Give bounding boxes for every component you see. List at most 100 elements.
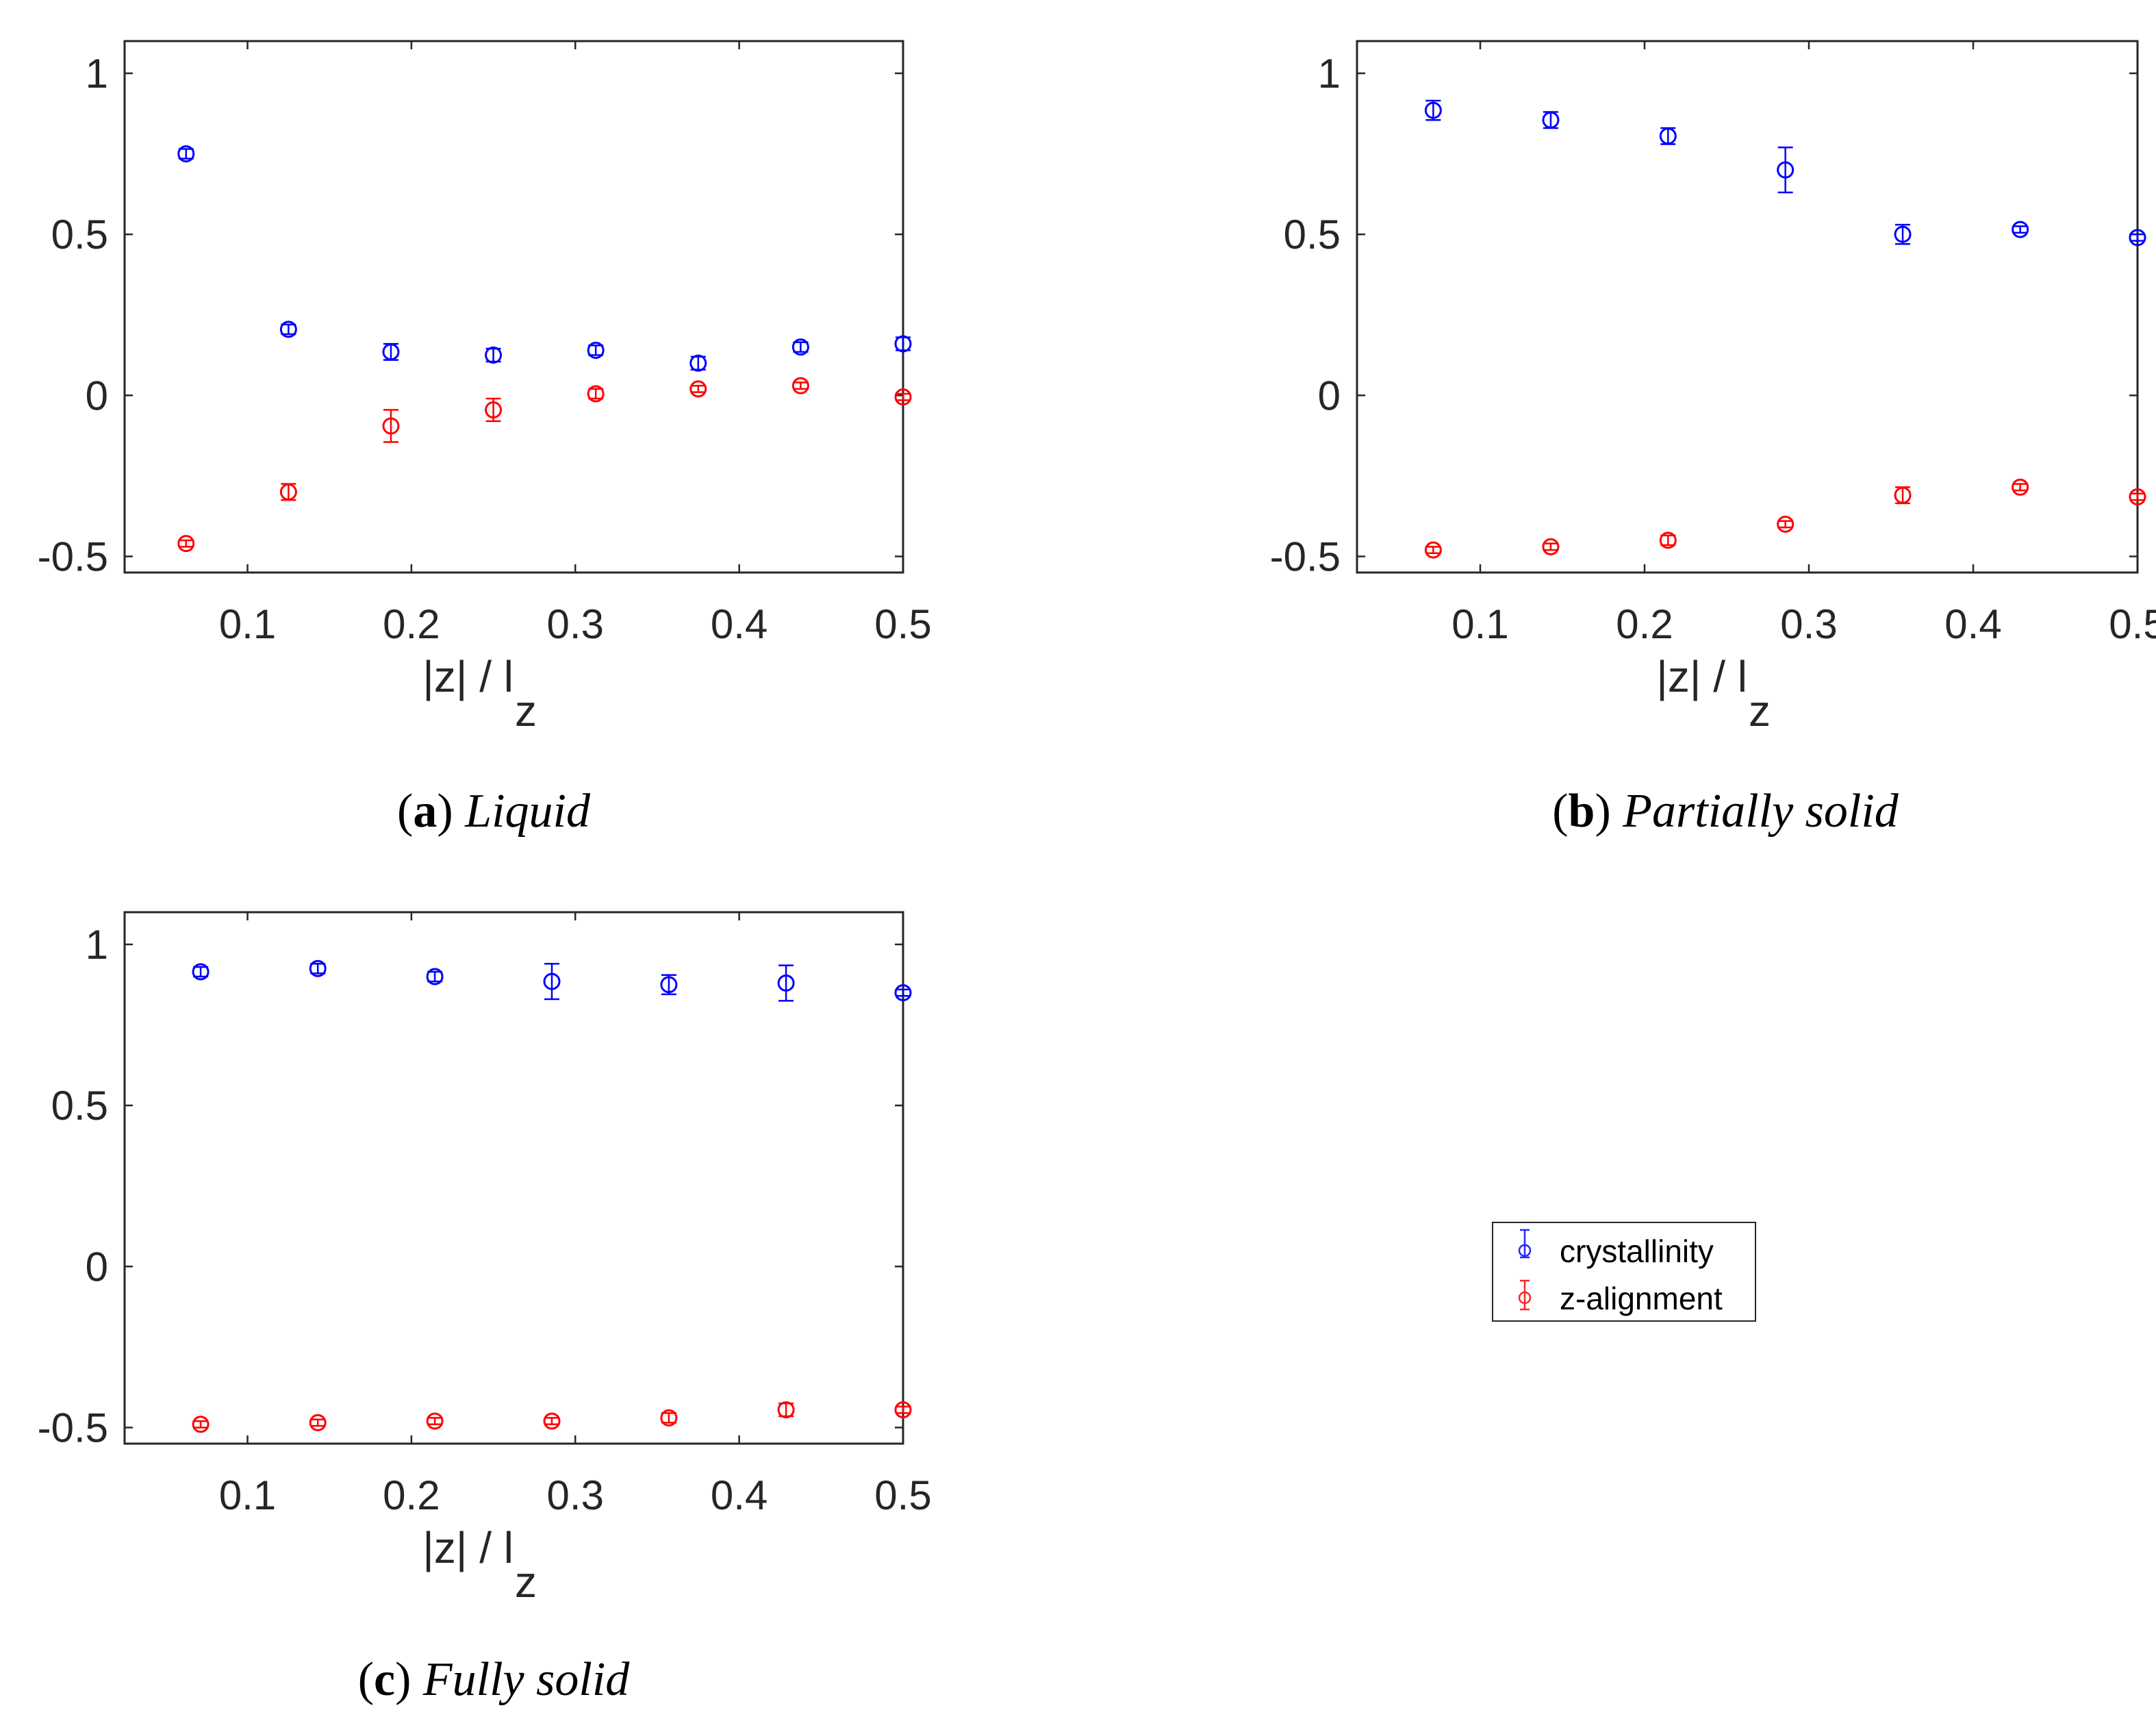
point-b-crystallinity-1 xyxy=(1542,111,1560,129)
marker-c-z-alignment-3 xyxy=(543,1412,561,1430)
point-a-z-alignment-2 xyxy=(382,409,400,443)
xtick-label-c-1: 0.2 xyxy=(383,1472,440,1518)
ytick-label-a-0: -0.5 xyxy=(38,533,108,579)
marker-a-z-alignment-4 xyxy=(587,385,605,403)
marker-c-z-alignment-5 xyxy=(777,1401,795,1419)
point-c-crystallinity-1 xyxy=(309,959,327,977)
point-c-z-alignment-4 xyxy=(660,1409,678,1427)
panel-c: 0.1 0.2 0.3 0.4 0.5 -0.5 0 0.5 1 |z| / l z (c) F… xyxy=(38,911,932,1706)
marker-c-crystallinity-5 xyxy=(777,974,795,992)
marker-a-crystallinity-5 xyxy=(689,354,707,372)
marker-c-crystallinity-2 xyxy=(426,968,444,985)
point-c-z-alignment-1 xyxy=(309,1413,327,1431)
legend-item-crystallinity: crystallinity xyxy=(1518,1229,1714,1269)
marker-a-crystallinity-2 xyxy=(382,343,400,361)
xtick-label-c-0: 0.1 xyxy=(219,1472,276,1518)
marker-b-z-alignment-6 xyxy=(2129,488,2146,505)
point-c-crystallinity-0 xyxy=(192,963,210,981)
marker-b-z-alignment-4 xyxy=(1894,486,1912,504)
point-c-z-alignment-0 xyxy=(192,1416,210,1433)
marker-c-crystallinity-0 xyxy=(192,963,210,981)
legend-box xyxy=(1492,1222,1756,1322)
xtick-label-a-1: 0.2 xyxy=(383,601,440,647)
legend-label-crystallinity: crystallinity xyxy=(1560,1233,1714,1269)
marker-b-crystallinity-5 xyxy=(2012,221,2029,238)
marker-a-z-alignment-0 xyxy=(177,535,195,553)
point-a-z-alignment-5 xyxy=(689,380,707,398)
caption-letter-b: b xyxy=(1569,785,1595,838)
point-b-z-alignment-3 xyxy=(1777,515,1794,533)
xtick-label-c-2: 0.3 xyxy=(547,1472,604,1518)
marker-a-crystallinity-0 xyxy=(177,145,195,163)
point-a-crystallinity-7 xyxy=(894,335,912,353)
ytick-label-b-3: 1 xyxy=(1318,51,1341,97)
caption-c: (c) Fully solid xyxy=(358,1653,631,1706)
ytick-label-a-1: 0 xyxy=(86,373,108,418)
ytick-label-c-3: 1 xyxy=(86,922,108,968)
xtick-label-c-3: 0.4 xyxy=(711,1472,768,1518)
point-a-z-alignment-0 xyxy=(177,535,195,553)
marker-a-z-alignment-2 xyxy=(382,417,400,435)
marker-b-crystallinity-1 xyxy=(1542,111,1560,129)
ytick-label-c-2: 0.5 xyxy=(51,1083,108,1129)
marker-a-z-alignment-6 xyxy=(791,377,809,394)
point-a-z-alignment-4 xyxy=(587,385,605,403)
marker-a-crystallinity-4 xyxy=(587,341,605,359)
point-c-z-alignment-3 xyxy=(543,1412,561,1430)
marker-a-crystallinity-6 xyxy=(791,338,809,356)
caption-title-c: Fully solid xyxy=(422,1653,630,1706)
xlabel-sub-c: z xyxy=(515,1557,537,1607)
point-a-z-alignment-3 xyxy=(485,397,503,423)
point-a-crystallinity-6 xyxy=(791,338,809,356)
point-b-crystallinity-6 xyxy=(2129,229,2146,247)
ytick-label-a-3: 1 xyxy=(86,51,108,97)
ytick-label-b-1: 0 xyxy=(1318,373,1341,418)
marker-c-z-alignment-4 xyxy=(660,1409,678,1427)
marker-c-crystallinity-3 xyxy=(543,972,561,990)
caption-title-a: Liquid xyxy=(464,785,591,838)
marker-a-crystallinity-7 xyxy=(894,335,912,353)
point-a-crystallinity-2 xyxy=(382,342,400,361)
caption-title-b: Partially solid xyxy=(1622,785,1899,838)
legend-marker-z-alignment xyxy=(1518,1279,1532,1311)
point-c-crystallinity-6 xyxy=(894,984,912,1002)
marker-b-z-alignment-3 xyxy=(1777,515,1794,533)
point-a-crystallinity-5 xyxy=(689,354,707,372)
xtick-label-a-3: 0.4 xyxy=(711,601,768,647)
xtick-label-b-3: 0.4 xyxy=(1944,601,2001,647)
marker-c-z-alignment-0 xyxy=(192,1416,210,1433)
point-b-z-alignment-6 xyxy=(2129,488,2146,505)
marker-a-crystallinity-1 xyxy=(279,321,297,338)
marker-c-z-alignment-1 xyxy=(309,1413,327,1431)
caption-b: (b) Partially solid xyxy=(1552,785,1899,838)
marker-a-z-alignment-5 xyxy=(689,380,707,398)
point-c-z-alignment-6 xyxy=(894,1401,912,1419)
marker-b-z-alignment-5 xyxy=(2012,478,2029,496)
xtick-label-b-2: 0.3 xyxy=(1780,601,1837,647)
point-b-z-alignment-1 xyxy=(1542,538,1560,555)
point-a-crystallinity-3 xyxy=(485,347,503,364)
marker-c-crystallinity-4 xyxy=(660,976,678,994)
caption-a: (a) Liquid xyxy=(397,785,591,838)
caption-letter-c: c xyxy=(374,1653,395,1706)
marker-a-crystallinity-3 xyxy=(485,347,503,364)
point-b-z-alignment-2 xyxy=(1659,531,1677,549)
legend-label-z-alignment: z-alignment xyxy=(1560,1281,1723,1316)
marker-c-crystallinity-1 xyxy=(309,959,327,977)
marker-b-z-alignment-1 xyxy=(1542,538,1560,555)
xlabel-a: |z| / l xyxy=(422,652,513,701)
point-c-crystallinity-5 xyxy=(777,964,795,1002)
point-b-z-alignment-0 xyxy=(1424,541,1442,559)
panel-a: 0.1 0.2 0.3 0.4 0.5 -0.5 0 0.5 1 |z| / l z (a) L… xyxy=(38,40,932,838)
xtick-label-b-0: 0.1 xyxy=(1451,601,1508,647)
xlabel-b: |z| / l xyxy=(1656,652,1747,701)
caption-letter-a: a xyxy=(413,785,437,838)
xtick-label-b-4: 0.5 xyxy=(2109,601,2156,647)
point-b-crystallinity-0 xyxy=(1424,99,1442,121)
marker-a-z-alignment-7 xyxy=(894,388,912,406)
point-a-crystallinity-4 xyxy=(587,341,605,359)
marker-b-z-alignment-2 xyxy=(1659,531,1677,549)
xtick-label-a-0: 0.1 xyxy=(219,601,276,647)
xtick-label-b-1: 0.2 xyxy=(1616,601,1673,647)
